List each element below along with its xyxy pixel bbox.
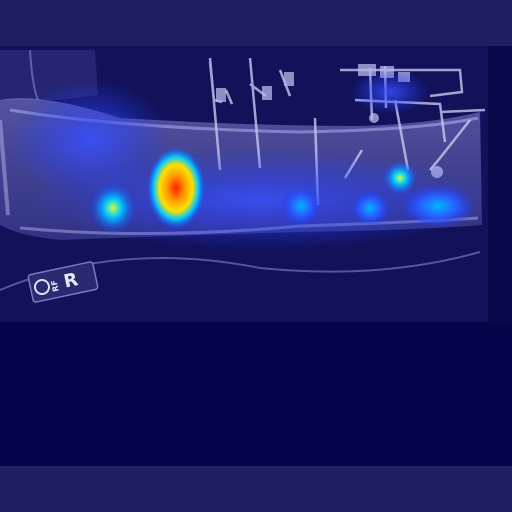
xray-panel-edge: [488, 46, 512, 322]
lower-dark-area: [0, 322, 512, 466]
marker-sub-label: RF: [49, 279, 60, 292]
marker-letter: R: [62, 269, 80, 292]
heat-hotspot-right-3: [400, 184, 476, 228]
orientation-marker: R RF: [27, 261, 99, 303]
heat-hotspot-right-1: [350, 190, 390, 226]
heat-hotspot-right-2: [382, 160, 418, 196]
heat-hotspot-left: [89, 182, 137, 234]
bottom-band: [0, 466, 512, 512]
heatmap-overlay: [10, 70, 490, 250]
heat-hotspot-mid: [281, 186, 321, 226]
top-band: [0, 0, 512, 46]
heat-hotspot-primary: [146, 146, 206, 230]
